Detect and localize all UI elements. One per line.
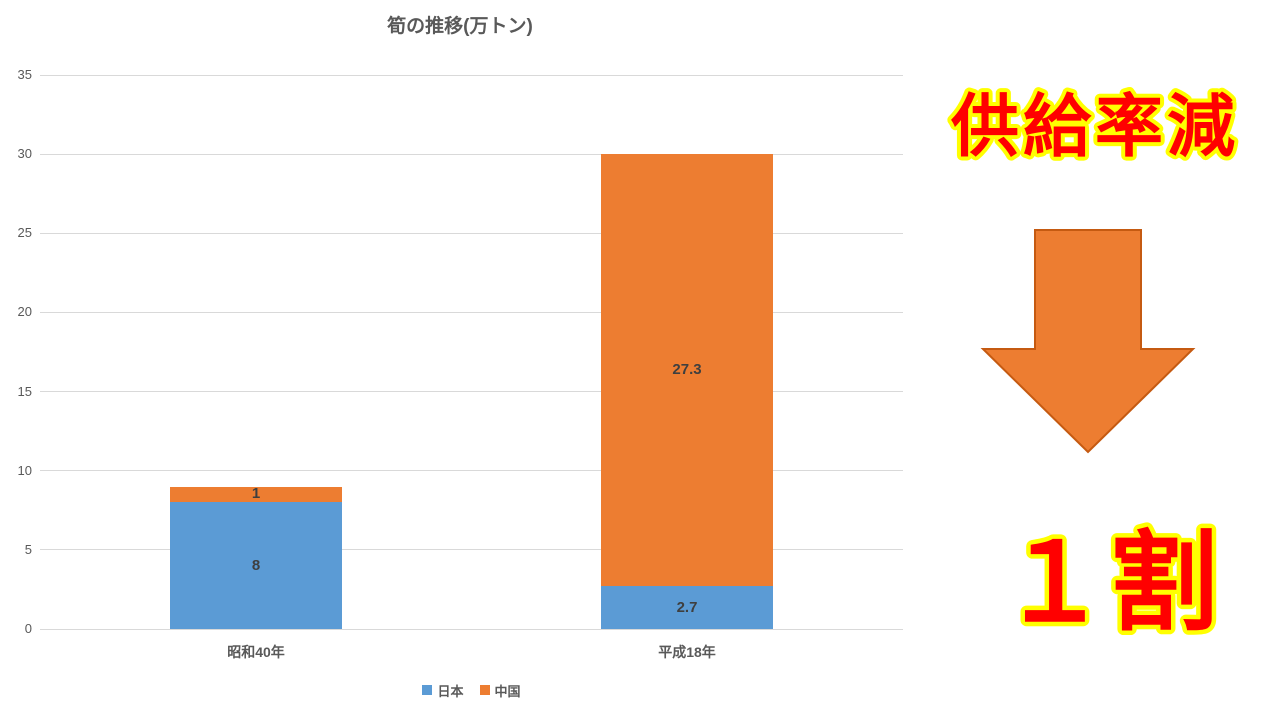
category-label: 昭和40年 xyxy=(227,644,285,660)
gridline xyxy=(40,549,903,551)
legend-swatch-icon xyxy=(422,685,433,695)
value-label: 2.7 xyxy=(676,598,698,616)
value-label: 8 xyxy=(251,556,261,574)
y-axis-label: 0 xyxy=(24,621,32,636)
bar-segment-中国 xyxy=(170,486,342,503)
category-label: 平成18年 xyxy=(658,644,716,660)
legend-item-中国: 中国 xyxy=(479,681,521,700)
legend-item-日本: 日本 xyxy=(422,681,464,700)
annotation-footer-text: １割 xyxy=(1000,522,1220,640)
bar-segment-中国 xyxy=(601,154,773,587)
chart-legend: 日本 中国 xyxy=(40,681,903,699)
y-axis-label: 35 xyxy=(17,67,32,82)
y-axis-label: 5 xyxy=(24,541,32,557)
annotation-heading-text: 供給率減 xyxy=(951,89,1239,165)
gridline xyxy=(40,232,903,234)
down-arrow-shape xyxy=(980,229,1196,454)
down-arrow-icon xyxy=(980,229,1196,454)
bar-segment-日本 xyxy=(170,502,342,629)
y-axis-label: 20 xyxy=(17,304,32,320)
annotation-heading: 供給率減 xyxy=(947,85,1239,169)
gridline xyxy=(40,470,903,472)
bar-segment-日本 xyxy=(601,586,773,629)
gridline xyxy=(40,628,903,630)
annotation-footer: １割 xyxy=(995,518,1222,641)
y-axis-label: 10 xyxy=(17,462,32,478)
legend-label: 日本 xyxy=(437,683,464,699)
legend-label: 中国 xyxy=(494,683,521,699)
value-label: 27.3 xyxy=(672,361,702,379)
gridline xyxy=(40,311,903,313)
y-axis-label: 30 xyxy=(17,146,32,162)
chart-title: 筍の推移(万トン) xyxy=(387,16,533,37)
value-label: 1 xyxy=(251,485,261,503)
y-axis-label: 15 xyxy=(17,383,32,399)
gridline xyxy=(40,391,903,393)
gridline xyxy=(40,153,903,155)
gridline xyxy=(40,74,903,76)
legend-swatch-icon xyxy=(479,685,490,695)
y-axis-label: 25 xyxy=(17,225,32,241)
